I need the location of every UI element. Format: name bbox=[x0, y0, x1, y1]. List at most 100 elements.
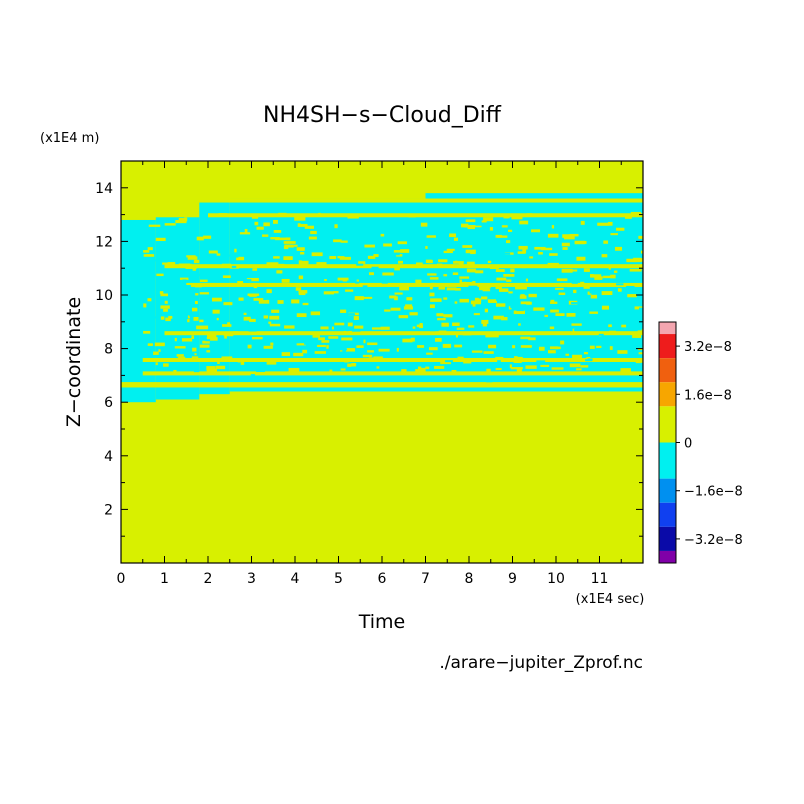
noise-speck bbox=[429, 286, 433, 290]
noise-speck bbox=[518, 323, 521, 326]
noise-speck bbox=[609, 330, 616, 334]
noise-speck bbox=[382, 272, 394, 276]
noise-speck bbox=[162, 262, 170, 265]
noise-speck bbox=[251, 216, 259, 219]
noise-speck bbox=[525, 365, 537, 369]
noise-speck bbox=[573, 328, 579, 331]
noise-speck bbox=[298, 293, 306, 296]
noise-speck bbox=[587, 291, 592, 295]
noise-speck bbox=[253, 298, 264, 301]
noise-speck bbox=[461, 223, 469, 228]
colorbar-swatch bbox=[659, 550, 676, 563]
noise-speck bbox=[630, 211, 642, 216]
noise-speck bbox=[580, 291, 586, 294]
negative-region bbox=[199, 201, 230, 395]
noise-speck bbox=[442, 343, 452, 348]
noise-speck bbox=[427, 259, 433, 264]
noise-speck bbox=[351, 363, 357, 367]
noise-speck bbox=[598, 333, 604, 336]
noise-speck bbox=[247, 344, 252, 349]
noise-speck bbox=[489, 265, 499, 270]
noise-speck bbox=[431, 282, 437, 286]
noise-speck bbox=[620, 368, 631, 372]
noise-speck bbox=[576, 292, 583, 295]
noise-speck bbox=[362, 354, 373, 358]
noise-speck bbox=[223, 332, 234, 337]
noise-speck bbox=[174, 346, 186, 349]
noise-speck bbox=[473, 313, 480, 316]
noise-speck bbox=[353, 316, 359, 320]
noise-speck bbox=[405, 304, 413, 307]
noise-speck bbox=[243, 312, 247, 315]
x-tick-label: 0 bbox=[117, 571, 126, 587]
noise-speck bbox=[402, 338, 413, 343]
colorbar-swatch bbox=[659, 358, 676, 383]
noise-speck bbox=[444, 360, 453, 363]
noise-speck bbox=[495, 356, 504, 359]
noise-speck bbox=[394, 266, 400, 271]
noise-speck bbox=[341, 327, 348, 330]
noise-speck bbox=[263, 345, 273, 349]
noise-speck bbox=[284, 244, 294, 248]
noise-speck bbox=[298, 275, 304, 280]
noise-speck bbox=[452, 272, 459, 276]
noise-speck bbox=[475, 270, 484, 274]
noise-speck bbox=[470, 300, 481, 305]
noise-speck bbox=[358, 367, 364, 370]
noise-speck bbox=[380, 233, 385, 237]
noise-speck bbox=[356, 279, 359, 283]
x-unit-label: (x1E4 sec) bbox=[576, 592, 645, 607]
noise-speck bbox=[208, 250, 218, 254]
noise-speck bbox=[191, 335, 195, 339]
noise-speck bbox=[632, 258, 642, 263]
noise-speck bbox=[276, 270, 283, 274]
noise-speck bbox=[436, 313, 444, 317]
y-tick-label: 10 bbox=[95, 288, 113, 304]
noise-speck bbox=[454, 294, 458, 297]
noise-speck bbox=[243, 280, 249, 283]
noise-speck bbox=[447, 311, 455, 314]
noise-speck bbox=[354, 325, 364, 329]
noise-speck bbox=[547, 291, 552, 294]
noise-speck bbox=[485, 333, 491, 338]
noise-speck bbox=[622, 283, 628, 286]
noise-speck bbox=[297, 223, 308, 227]
noise-speck bbox=[294, 216, 306, 221]
noise-speck bbox=[147, 343, 153, 346]
noise-speck bbox=[287, 306, 296, 309]
noise-speck bbox=[580, 220, 585, 225]
noise-speck bbox=[562, 234, 573, 238]
noise-speck bbox=[550, 335, 557, 338]
noise-speck bbox=[308, 236, 317, 240]
noise-speck bbox=[295, 287, 302, 291]
noise-speck bbox=[355, 281, 359, 284]
noise-speck bbox=[496, 303, 506, 307]
noise-speck bbox=[497, 235, 508, 238]
noise-speck bbox=[268, 321, 272, 324]
noise-speck bbox=[231, 265, 237, 268]
noise-speck bbox=[238, 249, 245, 252]
noise-speck bbox=[594, 276, 603, 280]
noise-speck bbox=[222, 324, 232, 327]
noise-speck bbox=[608, 324, 612, 328]
noise-speck bbox=[572, 328, 576, 332]
y-tick-label: 14 bbox=[95, 181, 113, 197]
noise-speck bbox=[394, 292, 403, 295]
noise-speck bbox=[608, 221, 613, 226]
noise-speck bbox=[268, 214, 275, 217]
noise-speck bbox=[168, 315, 173, 319]
noise-speck bbox=[609, 346, 613, 350]
noise-speck bbox=[638, 235, 643, 239]
noise-speck bbox=[576, 368, 582, 371]
noise-speck bbox=[296, 343, 306, 346]
noise-speck bbox=[473, 309, 483, 312]
noise-speck bbox=[210, 265, 222, 268]
noise-speck bbox=[587, 358, 593, 361]
noise-speck bbox=[639, 360, 643, 363]
noise-speck bbox=[569, 233, 579, 237]
noise-speck bbox=[212, 297, 222, 302]
x-tick-label: 11 bbox=[591, 571, 609, 587]
noise-speck bbox=[328, 336, 339, 339]
noise-speck bbox=[337, 256, 345, 259]
